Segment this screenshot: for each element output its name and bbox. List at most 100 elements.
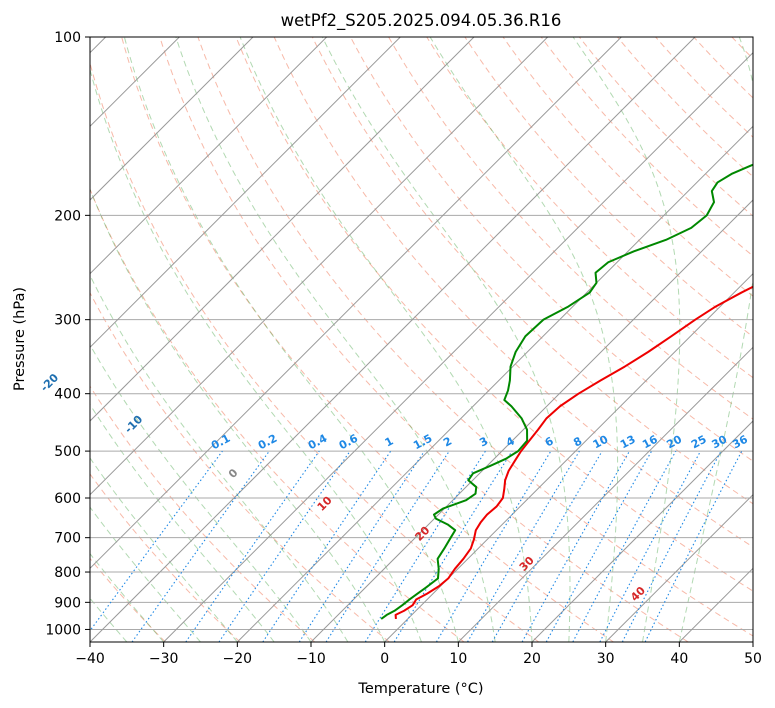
mixing-ratio-line [621,450,722,642]
isotherm-line [163,51,753,642]
moist-adiabat [239,37,533,642]
x-axis-title: Temperature (°C) [357,681,483,697]
mixing-ratio-line [393,450,513,642]
x-tick-label: 10 [449,651,467,667]
x-tick-label: −30 [149,651,179,667]
mixing-ratio-line [364,450,486,642]
isotherm-line [678,567,753,642]
mixing-ratio-label: 1.5 [411,432,434,453]
moist-adiabat [90,67,422,642]
moist-adiabat [429,37,619,642]
y-tick-label: 400 [54,387,81,403]
isotherm-line [457,346,753,642]
dry-adiabat [273,37,753,548]
dry-adiabat [540,37,753,257]
y-tick-label: 1000 [45,622,81,638]
moist-adiabat [90,403,275,642]
isotherm-line [90,37,328,275]
moist-adiabat [123,37,459,642]
mixing-ratio-line [131,450,270,642]
dry-adiabat [693,37,753,99]
dry-adiabat-label: -10 [122,412,145,435]
isotherm-line [90,37,549,496]
x-tick-label: 20 [523,651,541,667]
mixing-ratio-label: 0.2 [256,432,279,453]
dry-adiabat [388,37,753,420]
mixing-ratio-line [325,450,450,642]
profile-lines [380,163,753,620]
dry-adiabat [121,37,614,642]
chart-title: wetPf2_S205.2025.094.05.36.R16 [281,11,562,31]
moist-adiabat [90,343,312,642]
dry-adiabat [617,37,753,178]
y-axis-title: Pressure (hPa) [12,287,28,391]
mixing-ratio-label: 0.4 [306,432,330,453]
moist-adiabat [90,506,201,642]
mixing-ratio-label: 20 [664,433,684,452]
x-tick-label: −20 [223,651,253,667]
y-tick-label: 900 [54,595,81,611]
moist-adiabat [90,274,349,642]
isotherm-line [310,199,753,642]
y-tick-label: 700 [54,531,81,547]
mixing-ratio-label: 0.1 [209,432,232,453]
moist-adiabat [175,37,496,642]
dry-adiabat [235,37,753,592]
isotherm-line [90,37,401,349]
mixing-ratio-line [185,450,320,642]
mixing-ratio-label: 30 [710,433,730,452]
isotherm-line [90,37,622,570]
y-tick-label: 200 [54,208,81,224]
mixing-ratio-label: 2 [441,434,454,449]
y-tick-label: 100 [54,30,81,46]
mixing-ratio-line [491,450,603,642]
x-tick-label: 50 [744,651,762,667]
x-axis: −40 −30 −20 −10 0 10 20 30 40 50 [75,642,762,667]
dry-adiabat [90,188,465,642]
mixing-ratio-line [435,450,552,642]
temperature-profile-line [394,285,753,620]
dry-adiabat [311,37,753,505]
dry-adiabat [426,37,753,379]
dry-adiabat [159,37,689,642]
dry-adiabat [90,291,390,642]
y-tick-label: 500 [54,444,81,460]
dry-adiabat [655,37,753,138]
moist-adiabat [321,37,571,642]
dry-adiabat-label: 30 [517,554,537,574]
dry-adiabat-label: 10 [315,493,335,513]
x-tick-label: 0 [380,651,389,667]
isotherm-line [90,37,475,422]
moist-adiabat [90,457,238,642]
mixing-ratio-label: 8 [571,434,584,449]
isotherm-line [531,420,753,642]
mixing-ratio-line [545,450,653,642]
dry-adiabat [90,473,241,642]
mixing-ratio-label: 25 [689,433,709,452]
mixing-ratio-label: 6 [543,434,556,449]
isotherm-line [90,37,254,201]
moist-adiabat [572,37,681,642]
isotherm-line [752,641,753,642]
dry-adiabat [350,37,753,462]
mixing-ratio-line [467,450,580,642]
isotherm-line [90,37,696,642]
x-tick-label: 40 [670,651,688,667]
isotherm-line [384,272,753,642]
isotherm-line [605,493,753,642]
dry-adiabat-label: 20 [412,524,432,544]
mixing-ratio-label: 10 [591,433,611,452]
mixing-ratio-line [90,450,223,632]
mixing-ratio-label: 36 [730,433,750,452]
mixing-ratio-line [218,450,351,642]
mixing-ratio-label: 16 [640,433,660,452]
plot-frame [89,36,754,643]
background-lines [90,37,775,642]
dry-adiabat [197,37,753,637]
dry-adiabat [464,37,753,338]
dry-adiabat [770,37,775,642]
moist-adiabat [90,188,386,642]
dry-adiabat [502,37,753,297]
y-tick-label: 800 [54,565,81,581]
